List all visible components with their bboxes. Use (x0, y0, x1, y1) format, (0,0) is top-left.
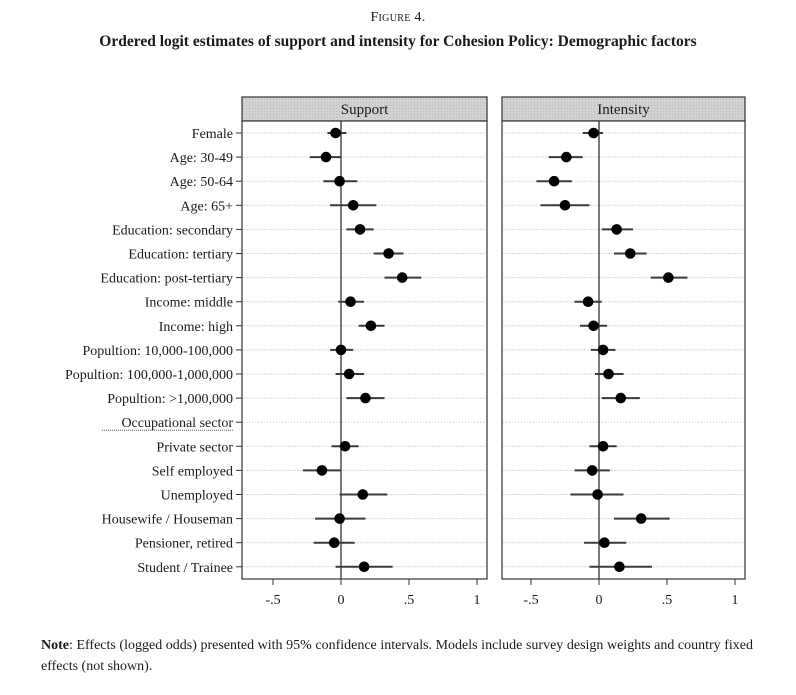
point-estimate (396, 272, 408, 283)
category-label: Popultion: 100,000-1,000,000 (65, 368, 233, 383)
point-estimate (597, 344, 609, 356)
panel-intensity: Intensity -.5 0 .5 1 (501, 96, 746, 608)
point-estimate (586, 465, 598, 476)
point-estimate (334, 513, 345, 524)
x-tick-label: .5 (404, 593, 415, 608)
category-label: Occupational sector (121, 416, 233, 431)
x-tick-label: .5 (662, 593, 673, 608)
category-label: Education: tertiary (128, 248, 233, 263)
point-estimate (559, 200, 571, 211)
point-estimate (360, 392, 371, 404)
category-label: Popultion: 10,000-100,000 (82, 344, 233, 359)
x-tick-label: -.5 (523, 593, 538, 608)
category-label: Education: secondary (112, 223, 233, 238)
category-label: Unemployed (161, 489, 233, 504)
category-label: Popultion: >1,000,000 (107, 392, 233, 407)
x-tick-label: -.5 (265, 593, 280, 608)
point-estimate (383, 248, 394, 259)
point-estimate (603, 368, 614, 380)
panel-header (241, 96, 488, 122)
x-tick-label: 0 (596, 593, 603, 608)
coefficient-plot: Female Age: 30-49 Age: 50-64 Age: 65+ Educat… (65, 96, 746, 608)
point-estimate (588, 127, 599, 139)
point-estimate (597, 441, 609, 452)
point-estimate (548, 175, 560, 187)
category-label: Income: high (159, 320, 233, 335)
point-estimate (592, 489, 603, 500)
category-label: Education: post-tertiary (100, 272, 233, 287)
category-label: Female (192, 127, 233, 142)
panel-title: Intensity (597, 102, 650, 118)
category-label: Self employed (152, 464, 233, 479)
point-estimate (328, 537, 340, 548)
panel-header (501, 96, 746, 122)
point-estimate (624, 248, 636, 259)
point-estimate (343, 368, 355, 380)
point-estimate (335, 344, 347, 356)
category-label: Income: middle (145, 296, 233, 311)
point-estimate (611, 224, 622, 235)
x-tick-label: 1 (474, 593, 481, 608)
point-estimate (358, 561, 370, 573)
category-label: Housewife / Houseman (102, 513, 233, 528)
point-estimate (339, 441, 351, 452)
figure-note: Note: Effects (logged odds) presented wi… (41, 635, 753, 677)
x-tick-label: 1 (732, 593, 739, 608)
point-estimate (588, 320, 599, 332)
point-estimate (316, 465, 328, 476)
point-estimate (354, 224, 366, 235)
point-estimate (663, 272, 674, 283)
point-estimate (635, 513, 647, 524)
point-estimate (320, 151, 332, 163)
category-label: Student / Trainee (137, 561, 233, 576)
note-text: : Effects (logged odds) presented with 9… (41, 638, 753, 674)
category-label: Private sector (156, 440, 233, 455)
point-estimate (365, 320, 377, 332)
panels: Support -.5 0 .5 1 Intensity -.5 0 .5 1 (241, 96, 746, 608)
category-label: Pensioner, retired (135, 537, 233, 552)
figure-number: Figure 4. (370, 10, 426, 25)
x-tick-label: 0 (338, 593, 345, 608)
point-estimate (330, 127, 341, 139)
category-label: Age: 30-49 (170, 151, 233, 166)
category-labels: Female Age: 30-49 Age: 50-64 Age: 65+ Educat… (65, 127, 242, 576)
category-label: Age: 50-64 (170, 175, 233, 190)
point-estimate (334, 175, 345, 187)
category-label: Age: 65+ (180, 199, 233, 214)
point-estimate (614, 561, 625, 573)
point-estimate (561, 151, 572, 163)
panel-support: Support -.5 0 .5 1 (241, 96, 488, 608)
point-estimate (582, 296, 594, 308)
note-label: Note (41, 638, 69, 653)
point-estimate (615, 392, 627, 404)
panel-title: Support (341, 102, 389, 118)
point-estimate (347, 200, 359, 211)
figure-title: Ordered logit estimates of support and i… (99, 33, 697, 50)
point-estimate (345, 296, 356, 308)
point-estimate (357, 489, 369, 500)
point-estimate (599, 537, 610, 548)
